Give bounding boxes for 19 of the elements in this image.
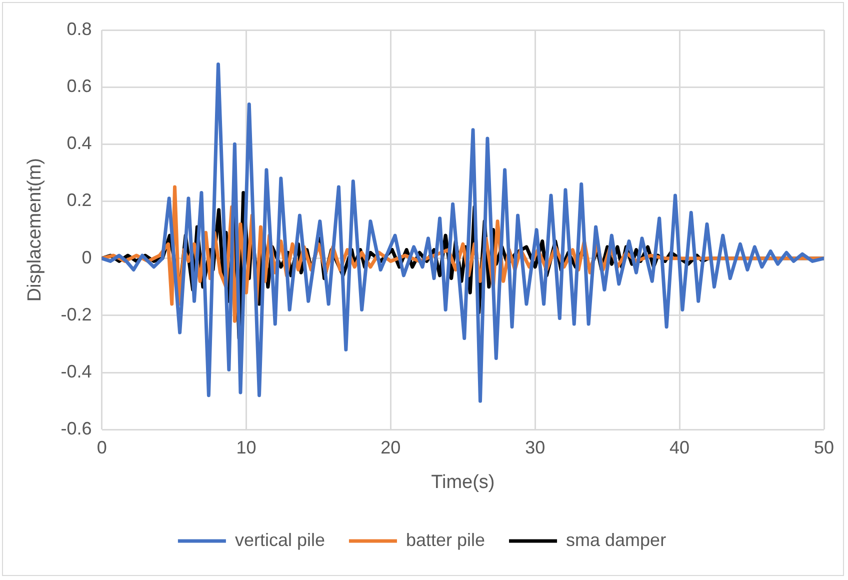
- x-axis-title: Time(s): [431, 472, 495, 493]
- y-tick-label: 0.8: [66, 18, 92, 39]
- x-tick-label: 10: [236, 437, 256, 458]
- legend-label: sma damper: [566, 530, 666, 550]
- x-tick-label: 40: [670, 437, 690, 458]
- x-tick-label: 20: [380, 437, 401, 458]
- x-tick-label: 50: [814, 437, 834, 458]
- x-tick-label: 0: [96, 437, 107, 458]
- y-tick-label: 0: [82, 247, 92, 268]
- x-tick-label: 30: [525, 437, 546, 458]
- legend-label: batter pile: [406, 530, 486, 550]
- y-tick-label: 0.6: [66, 76, 92, 96]
- y-tick-label: -0.6: [60, 418, 92, 439]
- legend-label: vertical pile: [234, 530, 325, 550]
- y-tick-label: 0.2: [66, 190, 92, 210]
- y-tick-label: 0.4: [66, 133, 92, 154]
- y-axis-title: Displacement(m): [24, 158, 46, 302]
- y-tick-label: -0.2: [60, 304, 92, 324]
- y-tick-label: -0.4: [60, 361, 92, 382]
